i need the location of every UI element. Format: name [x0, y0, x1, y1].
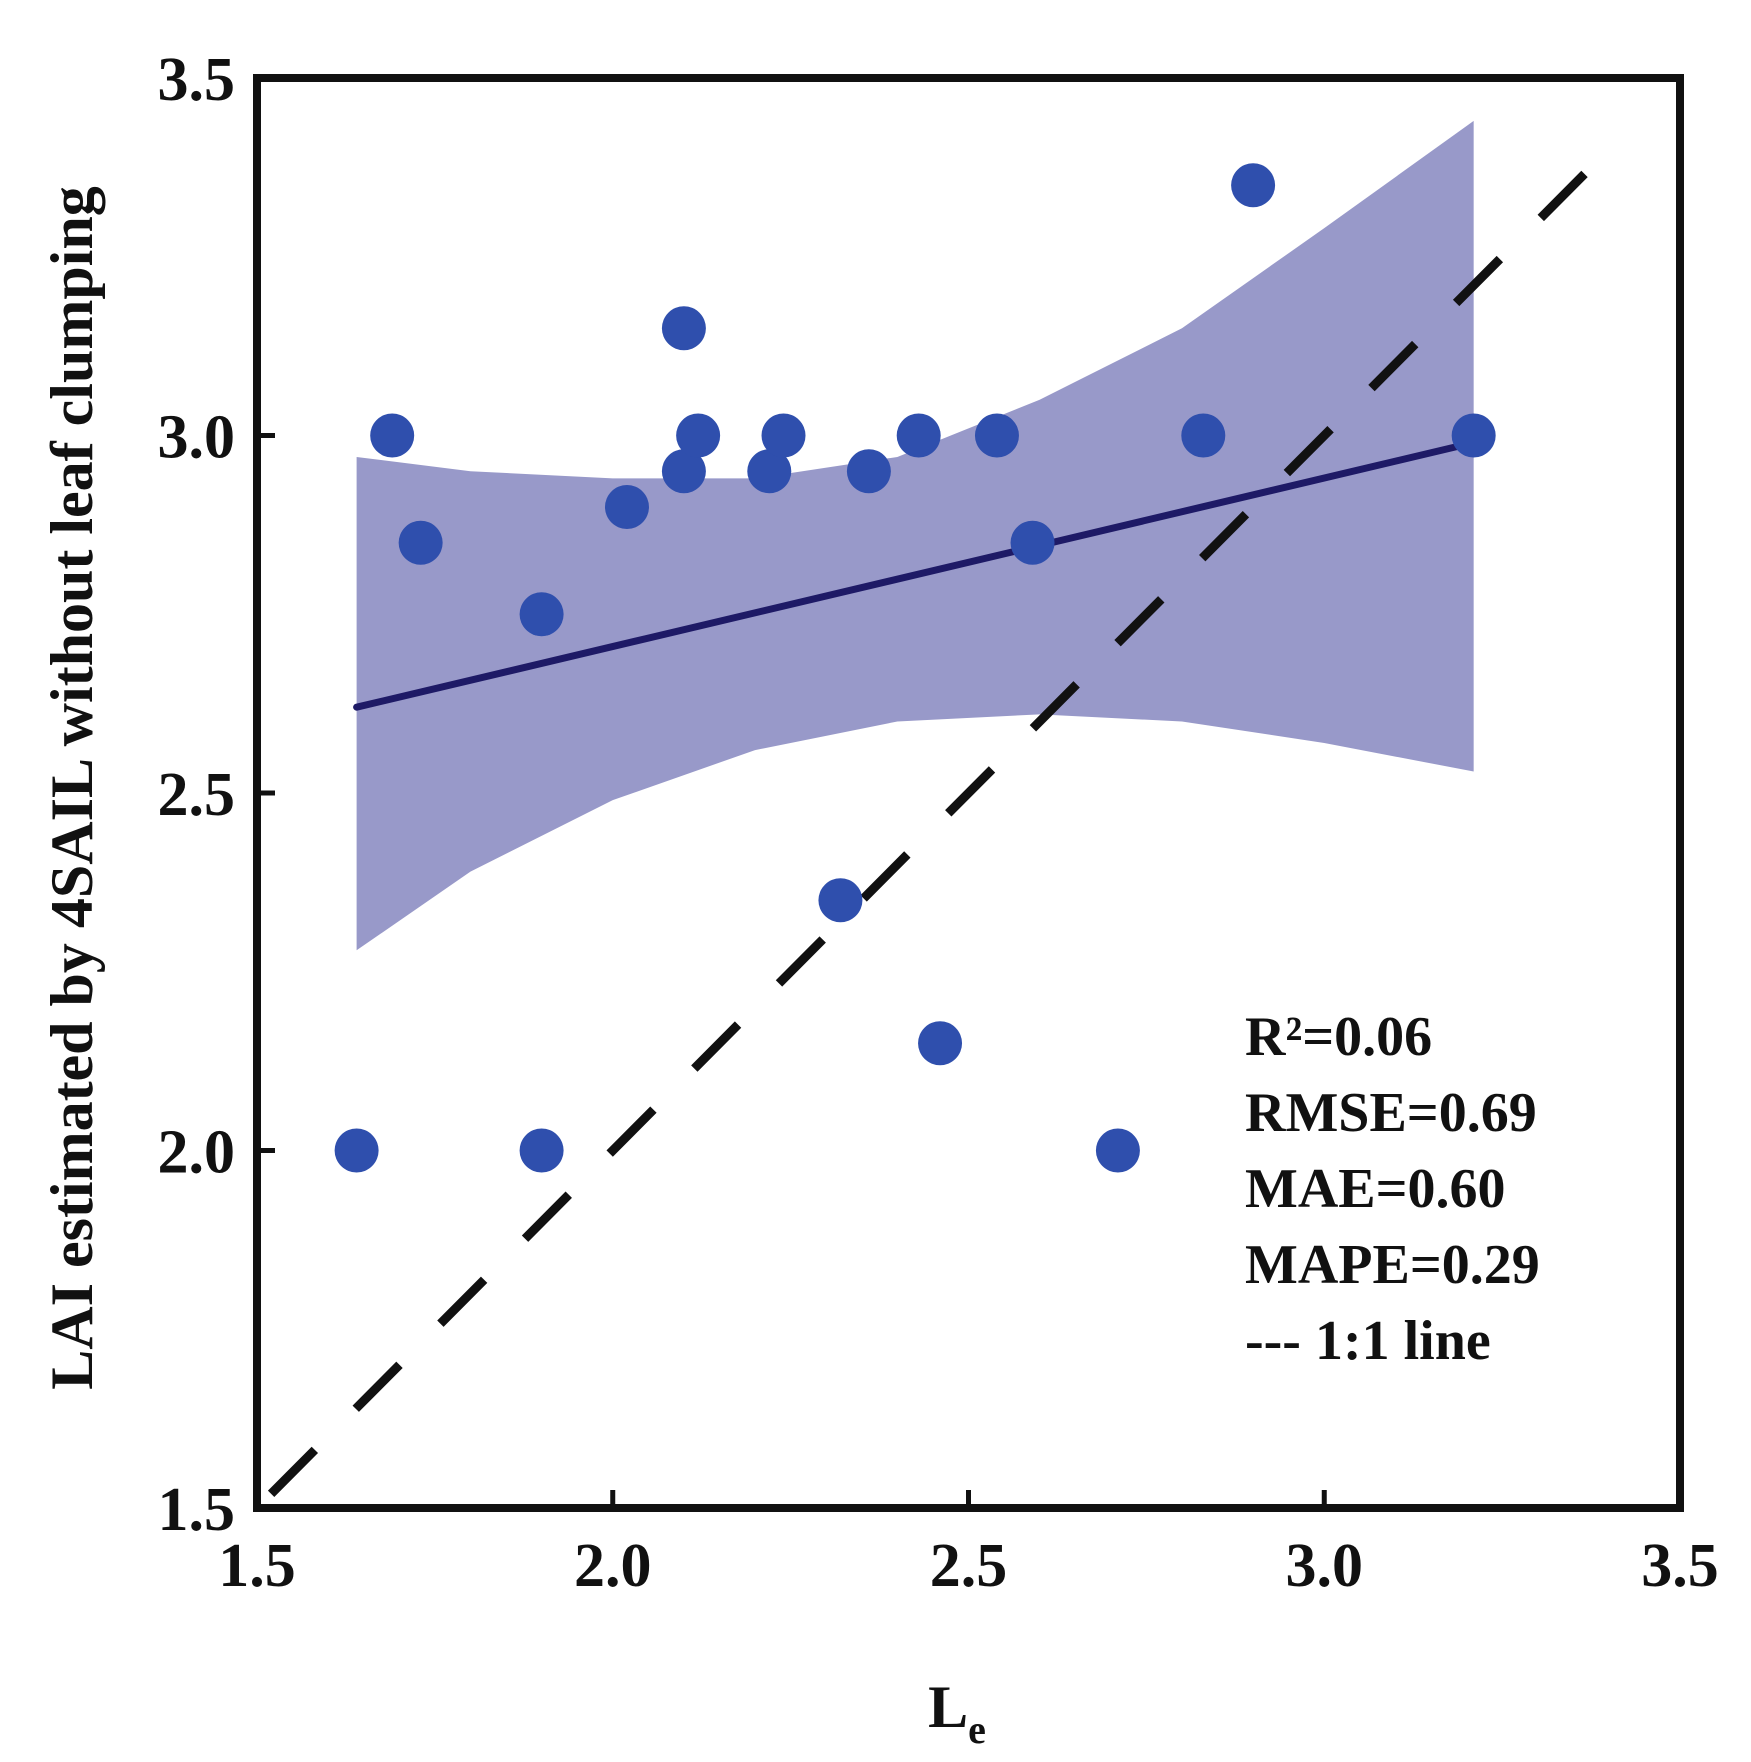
y-tick-label-2: 2.0 — [158, 1119, 236, 1187]
stat-mape: MAPE=0.29 — [1245, 1234, 1540, 1296]
data-point-12 — [818, 878, 863, 923]
data-point-18 — [1095, 1128, 1140, 1173]
data-point-10 — [747, 449, 792, 494]
data-point-14 — [896, 413, 941, 458]
data-point-9 — [676, 413, 721, 458]
data-point-4 — [519, 592, 564, 637]
data-point-20 — [1231, 163, 1276, 208]
data-point-6 — [604, 485, 649, 529]
x-tick-label-1: 1.5 — [218, 1532, 296, 1600]
x-axis-title: Le — [928, 1674, 986, 1752]
x-tick-label-2: 2.0 — [574, 1532, 652, 1600]
y-tick-label-4: 3.0 — [158, 404, 236, 472]
data-point-15 — [918, 1021, 963, 1066]
axes-layer: 1.5 2.0 2.5 3.0 3.5 1.5 2.0 2.5 3.0 3.5 — [158, 46, 1719, 1600]
x-axis-title-subscript: e — [968, 1707, 986, 1752]
stat-mae: MAE=0.60 — [1245, 1158, 1506, 1220]
y-tick-label-5: 3.5 — [158, 46, 236, 114]
points-layer — [334, 163, 1496, 1173]
stat-rmse: RMSE=0.69 — [1245, 1082, 1537, 1144]
labels-layer: Le LAI estimated by 4SAIL without leaf c… — [39, 186, 1540, 1752]
data-point-21 — [1451, 413, 1496, 458]
data-point-1 — [334, 1128, 379, 1173]
data-point-3 — [398, 520, 443, 565]
one-to-one-line — [253, 132, 1627, 1512]
data-point-13 — [846, 449, 891, 494]
data-point-11 — [761, 413, 806, 458]
data-point-17 — [1010, 520, 1055, 565]
x-tick-label-4: 3.0 — [1286, 1532, 1364, 1600]
x-axis-title-main: L — [928, 1674, 968, 1740]
y-tick-label-3: 2.5 — [158, 761, 236, 829]
confidence-band-layer — [356, 120, 1474, 951]
data-point-7 — [661, 306, 706, 351]
data-point-8 — [661, 449, 706, 494]
data-point-5 — [519, 1128, 564, 1173]
confidence-band — [356, 120, 1474, 951]
y-tick-label-1: 1.5 — [158, 1476, 236, 1544]
x-tick-label-3: 2.5 — [930, 1532, 1008, 1600]
regression-line — [353, 439, 1478, 711]
data-point-16 — [974, 413, 1019, 458]
x-tick-label-5: 3.5 — [1641, 1532, 1719, 1600]
stat-r-squared: R²=0.06 — [1245, 1006, 1432, 1068]
data-point-19 — [1181, 413, 1226, 458]
data-point-2 — [370, 413, 415, 458]
legend-one-to-one-line: --- 1:1 line — [1245, 1310, 1491, 1372]
y-axis-title: LAI estimated by 4SAIL without leaf clum… — [39, 186, 105, 1389]
lines-layer — [253, 132, 1627, 1512]
